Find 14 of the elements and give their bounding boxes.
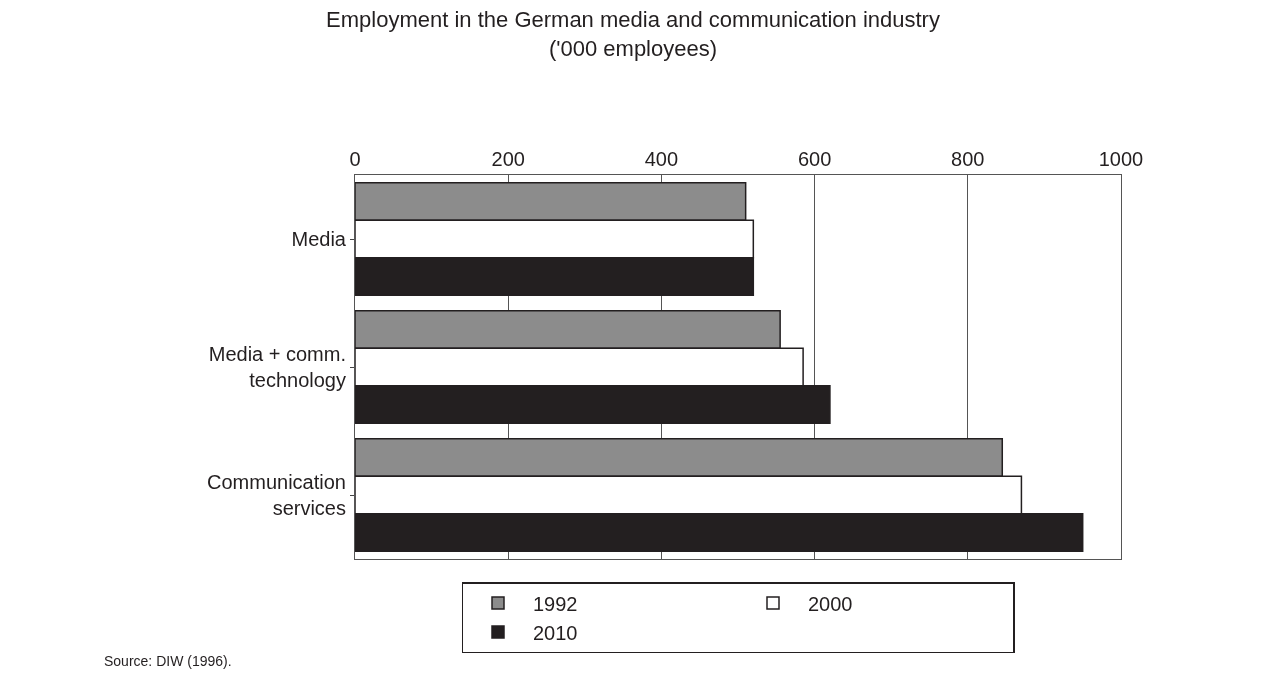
x-tick-label: 800	[951, 148, 985, 170]
y-tick-label: Media + comm. technology	[208, 343, 346, 391]
chart-title: Employment in the German media and communication industry ('000 employees)	[326, 7, 940, 61]
x-tick-label: 0	[349, 148, 361, 170]
y-tick-label: Media	[291, 228, 347, 250]
legend-label: 2000	[808, 592, 853, 615]
legend-label: 2010	[533, 621, 578, 644]
x-tick-label: 400	[644, 148, 679, 170]
source-note: Source: DIW (1996).	[104, 653, 232, 669]
x-tick-label: 200	[491, 148, 525, 170]
legend-label: 1992	[533, 592, 578, 615]
x-tick-label: 600	[797, 148, 832, 170]
y-tick-label: Communication services	[207, 471, 346, 519]
x-tick-label: 1000	[1098, 148, 1144, 170]
